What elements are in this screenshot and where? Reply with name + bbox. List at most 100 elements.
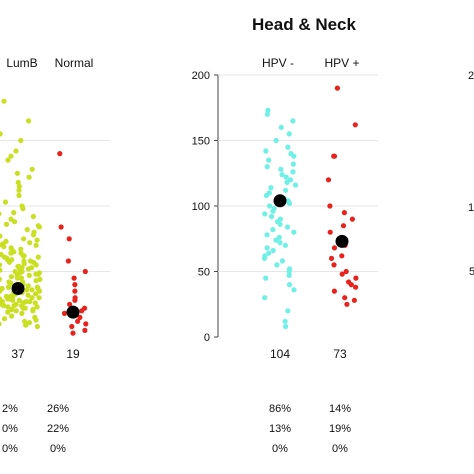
- panel-head-neck-hpv-pos-point: [332, 154, 337, 159]
- panel-head-neck-hpv-neg-point: [274, 262, 279, 267]
- panel-head-neck-hpv-neg-point: [265, 112, 270, 117]
- panel-breast-lumb-point: [3, 200, 8, 205]
- category-label-hpv-neg: HPV -: [262, 56, 294, 70]
- panel-breast-lumb-point: [36, 255, 41, 260]
- panel-breast-lumb-point: [25, 227, 30, 232]
- panel-breast-lumb-point: [36, 272, 41, 277]
- panel-breast-lumb-point: [9, 257, 14, 262]
- panel-title: Head & Neck: [252, 15, 356, 34]
- panel-head-neck-hpv-neg-point: [291, 162, 296, 167]
- panel-head-neck-hpv-pos-point: [332, 289, 337, 294]
- panel-breast-normal-point: [67, 236, 72, 241]
- panel-breast-lumb-point: [16, 264, 21, 269]
- panel-breast-lumb-point: [8, 251, 13, 256]
- panel-breast-lumb-point: [34, 243, 39, 248]
- panel-head-neck-hpv-neg-point: [265, 164, 270, 169]
- panel-head-neck-hpv-pos-point: [328, 230, 333, 235]
- panel-head-neck-hpv-neg-point: [280, 258, 285, 263]
- panel-breast-normal-point: [57, 151, 62, 156]
- panel-head-neck-hpv-neg-point: [291, 230, 296, 235]
- panel-head-neck-hpv-neg-point: [285, 180, 290, 185]
- panel-head-neck-hpv-pos-point: [335, 86, 340, 91]
- panel-head-neck-hpv-pos-point: [340, 272, 345, 277]
- panel-breast-lumb-point: [2, 255, 7, 260]
- panel-breast-lumb-point: [37, 277, 42, 282]
- panel-head-neck-hpv-pos-point: [341, 223, 346, 228]
- panel-head-neck-hpv-pos-point: [350, 217, 355, 222]
- median-marker-hpv-pos: [336, 235, 349, 248]
- panel-breast-lumb-point: [27, 240, 32, 245]
- panel-breast-lumb-point: [33, 317, 38, 322]
- panel-breast-lumb-point: [4, 222, 9, 227]
- panel-breast-lumb-point: [19, 311, 24, 316]
- panel-breast-lumb-point: [31, 214, 36, 219]
- panel-head-neck-hpv-neg-point: [278, 222, 283, 227]
- y-tick-label-partial-20: 20: [468, 70, 474, 82]
- panel-breast-lumb-point: [36, 223, 41, 228]
- table-cell-p1-r1-c1: 2%: [2, 403, 18, 415]
- table-cell-p1-r1-c2: 26%: [47, 403, 69, 415]
- table-cell-p1-r3-c1: 0%: [2, 443, 18, 455]
- panel-head-neck-hpv-neg-point: [266, 158, 271, 163]
- panel-breast-lumb-point: [12, 219, 17, 224]
- panel-head-neck-hpv-pos-point: [353, 122, 358, 127]
- panel-breast-lumb-point: [10, 294, 15, 299]
- panel-breast-lumb-point: [34, 262, 39, 267]
- panel-head-neck-hpv-neg-point: [263, 148, 268, 153]
- panel-breast-lumb-point: [12, 303, 17, 308]
- panel-breast-normal-point: [72, 289, 77, 294]
- panel-breast-lumb-point: [8, 154, 13, 159]
- panel-breast-lumb-point: [30, 167, 35, 172]
- panel-breast-normal-point: [83, 269, 88, 274]
- table-cell-p2-r1-c1: 86%: [269, 403, 291, 415]
- panel-head-neck-hpv-neg-point: [262, 295, 267, 300]
- panel-head-neck-hpv-neg-point: [264, 193, 269, 198]
- panel-head-neck-hpv-neg-point: [271, 248, 276, 253]
- panel-breast-normal-point: [75, 319, 80, 324]
- panel-breast-lumb-point: [27, 273, 32, 278]
- panel-breast-normal-point: [59, 224, 64, 229]
- median-marker-lumb: [12, 282, 25, 295]
- panel-head-neck-hpv-pos-point: [329, 256, 334, 261]
- panel-breast-lumb-point: [20, 206, 25, 211]
- panel-head-neck-hpv-neg-point: [274, 138, 279, 143]
- panel-breast-lumb-point: [21, 236, 26, 241]
- panel-head-neck-hpv-neg-point: [287, 273, 292, 278]
- table-cell-p1-r3-c2: 0%: [50, 443, 66, 455]
- panel-head-neck-hpv-neg-point: [267, 203, 272, 208]
- median-label-normal: 19: [66, 347, 80, 361]
- panel-head-neck-hpv-neg-point: [278, 167, 283, 172]
- panel-breast-lumb-point: [26, 283, 31, 288]
- table-cell-p2-r2-c1: 13%: [269, 423, 291, 435]
- panel-head-neck-hpv-neg-point: [285, 145, 290, 150]
- category-label-normal: Normal: [55, 56, 94, 70]
- panel-breast-normal-point: [83, 321, 88, 326]
- median-label-lumb: 37: [11, 347, 25, 361]
- y-tick-label: 200: [192, 70, 210, 82]
- panel-head-neck-hpv-pos-point: [342, 210, 347, 215]
- panel-head-neck-hpv-neg-point: [263, 276, 268, 281]
- panel-head-neck-hpv-neg-point: [277, 240, 282, 245]
- y-tick-label-partial-5: 5: [469, 266, 474, 278]
- panel-breast-lumb-point: [33, 300, 38, 305]
- panel-head-neck-hpv-neg-point: [283, 188, 288, 193]
- panel-breast-lumb-point: [35, 324, 40, 329]
- panel-head-neck-hpv-neg-point: [293, 182, 298, 187]
- y-tick-label: 0: [204, 332, 210, 344]
- table-cell-p1-r2-c1: 0%: [2, 423, 18, 435]
- panel-head-neck-hpv-pos-point: [342, 295, 347, 300]
- panel-head-neck-hpv-neg-point: [287, 201, 292, 206]
- panel-breast-lumb-point: [0, 299, 5, 304]
- category-label-lumb: LumB: [6, 56, 37, 70]
- panel-breast-lumb-point: [17, 184, 22, 189]
- panel-head-neck-hpv-neg-point: [285, 224, 290, 229]
- panel-head-neck-hpv-neg-point: [283, 319, 288, 324]
- panel-breast-normal-point: [82, 328, 87, 333]
- panel-breast-lumb-point: [31, 232, 36, 237]
- panel-head-neck-hpv-pos-point: [331, 262, 336, 267]
- panel-head-neck-hpv-pos-point: [332, 245, 337, 250]
- y-tick-label: 50: [198, 267, 210, 279]
- panel-head-neck-hpv-pos-point: [327, 203, 332, 208]
